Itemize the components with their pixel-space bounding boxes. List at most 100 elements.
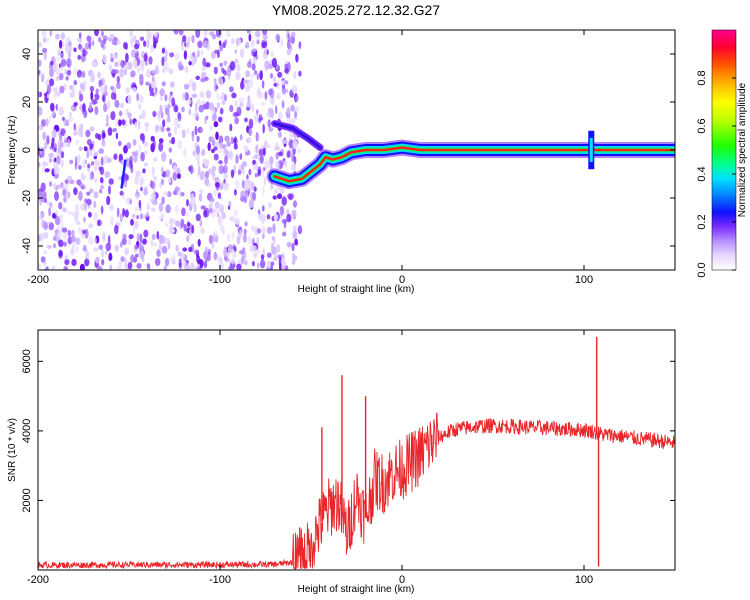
noise-speck	[197, 263, 201, 268]
noise-speck	[110, 92, 115, 100]
noise-speck	[188, 78, 194, 88]
noise-streak	[120, 159, 127, 189]
noise-speck	[91, 61, 97, 68]
noise-speck	[72, 243, 75, 248]
noise-speck	[58, 202, 63, 210]
noise-speck	[75, 237, 81, 245]
noise-speck	[180, 218, 185, 228]
noise-speck	[48, 152, 54, 158]
noise-speck	[97, 71, 101, 79]
noise-speck	[191, 35, 195, 43]
noise-speck	[65, 76, 69, 81]
noise-speck	[138, 93, 143, 104]
noise-speck	[134, 121, 138, 128]
noise-speck	[210, 51, 216, 59]
noise-speck	[217, 192, 222, 200]
noise-speck	[69, 159, 74, 164]
noise-speck	[89, 188, 94, 194]
noise-speck	[49, 202, 53, 208]
noise-speck	[288, 194, 293, 201]
noise-speck	[137, 65, 141, 74]
noise-speck	[114, 69, 119, 74]
noise-speck	[104, 90, 109, 96]
noise-speck	[235, 71, 241, 81]
noise-speck	[236, 63, 241, 72]
noise-speck	[257, 166, 262, 175]
noise-speck	[78, 226, 81, 234]
noise-speck	[48, 207, 51, 217]
noise-speck	[129, 155, 133, 165]
noise-speck	[94, 165, 98, 172]
noise-speck	[94, 159, 99, 166]
noise-speck	[119, 68, 125, 78]
noise-speck	[260, 214, 266, 224]
noise-speck	[43, 162, 49, 167]
noise-speck	[91, 99, 97, 105]
noise-speck	[264, 160, 270, 169]
noise-speck	[74, 66, 77, 76]
noise-speck	[298, 70, 302, 77]
y-tick-label: 6000	[21, 349, 33, 373]
noise-speck	[100, 39, 105, 49]
colorbar-ticks: 0.0 0.2 0.4 0.6 0.8	[696, 70, 736, 278]
noise-speck	[153, 175, 157, 181]
noise-speck	[291, 153, 294, 163]
noise-speck	[49, 78, 55, 87]
noise-speck	[201, 66, 207, 71]
noise-speck	[295, 95, 299, 102]
noise-speck	[298, 41, 302, 49]
noise-speck	[58, 239, 64, 248]
noise-speck	[174, 117, 178, 127]
noise-speck	[200, 205, 206, 210]
noise-speck	[161, 81, 166, 87]
noise-speck	[196, 135, 200, 142]
noise-speck	[290, 104, 295, 112]
noise-speck	[189, 164, 194, 175]
noise-speck	[76, 155, 81, 166]
noise-speck	[238, 38, 242, 45]
noise-speck	[267, 119, 271, 128]
noise-speck	[82, 244, 87, 251]
noise-speck	[82, 103, 86, 112]
noise-speck	[218, 216, 222, 224]
noise-speck	[59, 39, 63, 49]
noise-speck	[248, 199, 255, 208]
noise-speck	[133, 220, 139, 230]
noise-speck	[128, 234, 134, 240]
noise-speck	[245, 83, 251, 92]
noise-speck	[75, 220, 81, 226]
noise-speck	[268, 107, 274, 115]
noise-speck	[62, 188, 67, 197]
noise-speck	[181, 129, 186, 139]
noise-speck	[269, 73, 274, 79]
noise-speck	[127, 61, 133, 70]
noise-speck	[213, 121, 219, 128]
y-tick-label: -20	[21, 190, 33, 206]
noise-speck	[38, 262, 41, 269]
noise-speck	[277, 71, 283, 78]
noise-speck	[161, 56, 165, 67]
noise-speck	[268, 126, 274, 132]
noise-speck	[62, 116, 65, 121]
noise-speck	[173, 30, 179, 35]
noise-speck	[221, 100, 226, 106]
noise-speck	[200, 77, 206, 83]
noise-speck	[136, 92, 139, 102]
noise-speck	[273, 76, 276, 83]
noise-speck	[169, 81, 175, 88]
noise-speck	[246, 106, 250, 111]
noise-speck	[104, 250, 108, 256]
noise-speck	[70, 104, 74, 111]
noise-speck	[98, 166, 103, 171]
noise-speck	[70, 247, 75, 256]
noise-speck	[152, 139, 156, 149]
noise-speck	[252, 191, 257, 202]
noise-speck	[139, 133, 145, 141]
noise-speck	[104, 171, 111, 179]
noise-speck	[61, 227, 68, 233]
noise-speck	[233, 209, 238, 218]
noise-speck	[100, 185, 105, 190]
noise-speck	[85, 250, 90, 260]
noise-speck	[129, 118, 133, 125]
noise-speck	[200, 149, 206, 157]
